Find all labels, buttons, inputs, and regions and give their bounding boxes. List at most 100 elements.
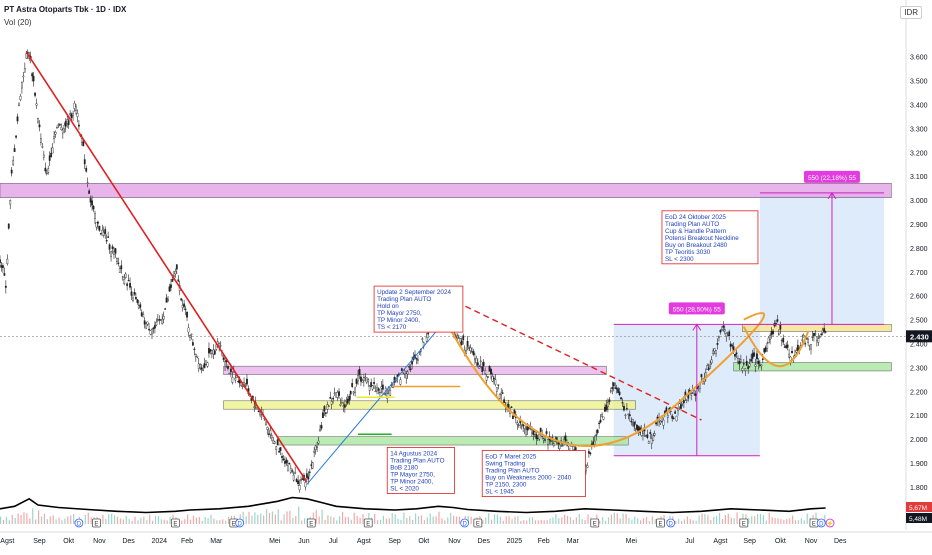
candle-body [140, 312, 143, 317]
candle-body [815, 336, 818, 341]
candle-body [666, 414, 669, 418]
candle-body [300, 479, 302, 481]
volume-bar [534, 520, 537, 524]
candle-body [811, 336, 814, 338]
candle-body [415, 358, 418, 360]
candle-body [134, 297, 137, 300]
earnings-marker [170, 518, 180, 528]
candle-body [786, 344, 789, 348]
candle-body [234, 377, 237, 381]
volume-bar [450, 512, 452, 524]
volume-bar [227, 516, 230, 524]
candle-body [335, 392, 337, 398]
candle-body [97, 221, 99, 224]
volume-bar [520, 520, 522, 524]
candle-body [646, 434, 649, 438]
candle-body [13, 148, 16, 152]
volume-bar [467, 515, 469, 524]
volume-bar [447, 517, 449, 524]
volume-bar [84, 515, 86, 524]
candle-body [301, 478, 304, 480]
candle-body [737, 358, 739, 362]
volume-bar [271, 511, 273, 524]
uptrend-line [306, 321, 445, 485]
symbol-title[interactable]: PT Astra Otoparts Tbk · 1D · IDX [4, 5, 127, 14]
volume-bar [499, 516, 501, 524]
candle-body [162, 315, 165, 320]
cup-curve [434, 300, 766, 447]
candle-body [82, 141, 85, 147]
volume-bar [736, 512, 738, 524]
volume-bar [453, 515, 455, 524]
volume-bar [292, 517, 294, 524]
currency-button[interactable]: IDR [900, 6, 922, 19]
volume-bar [347, 517, 349, 524]
candle-body [647, 441, 650, 444]
candle-body [627, 413, 630, 415]
candle-body [165, 297, 168, 303]
volume-bar [137, 520, 139, 524]
candle-body [270, 435, 273, 439]
candle-body [266, 427, 269, 430]
dividend-letter: D [463, 522, 468, 528]
annotation-line: 14 Agustus 2024 [390, 450, 437, 457]
candle-body [265, 422, 267, 425]
candle-body [595, 434, 598, 436]
candle-body [297, 480, 300, 485]
candle-body [184, 308, 187, 311]
candle-body [148, 328, 150, 331]
flash-letter: ⚡ [826, 520, 833, 528]
candle-body [88, 190, 91, 194]
candle-body [76, 113, 79, 117]
annotation-line: EoD 7 Maret 2025 [485, 454, 537, 461]
volume-bar [374, 513, 376, 524]
candle-body [72, 113, 74, 116]
volume-bar [46, 519, 48, 524]
candle-body [116, 258, 118, 262]
candle-body [121, 276, 124, 278]
candle-body [108, 244, 111, 250]
candle-body [19, 95, 22, 100]
volume-bar [400, 519, 402, 524]
volume-bar [686, 516, 689, 524]
candle-body [34, 92, 36, 96]
volume-bar [277, 509, 279, 524]
y-tick-label: 1.800 [910, 485, 928, 492]
candle-body [59, 124, 61, 126]
candle-body [757, 361, 760, 364]
candle-body [776, 319, 779, 322]
candle-body [564, 435, 567, 441]
candle-body [630, 421, 633, 423]
candle-body [739, 359, 742, 362]
candle-body [807, 338, 809, 343]
annotation-line: TP Teoritis 3030 [665, 249, 711, 256]
candle-body [764, 347, 767, 352]
candle-body [2, 265, 4, 269]
volume-bar [569, 517, 572, 524]
volume-bar [748, 518, 750, 524]
candle-body [354, 387, 356, 393]
candle-body [314, 445, 317, 450]
candle-body [744, 368, 747, 371]
candle-body [604, 406, 606, 412]
volume-bar [412, 519, 414, 524]
candle-body [421, 338, 424, 340]
volume-bar [5, 516, 8, 524]
candle-body [338, 391, 340, 396]
volume-bar [555, 514, 557, 524]
candle-body [653, 433, 656, 436]
candle-body [69, 113, 72, 116]
candle-body [593, 440, 596, 445]
volume-indicator-label[interactable]: Vol (20) [4, 18, 32, 27]
candle-body [767, 337, 770, 343]
volume-bar [794, 520, 797, 524]
candle-body [212, 349, 215, 355]
earnings-marker [590, 518, 600, 528]
volume-bar [409, 516, 411, 524]
candle-body [317, 440, 320, 444]
candle-body [45, 172, 48, 175]
candle-body [731, 344, 734, 346]
candle-body [371, 385, 374, 390]
